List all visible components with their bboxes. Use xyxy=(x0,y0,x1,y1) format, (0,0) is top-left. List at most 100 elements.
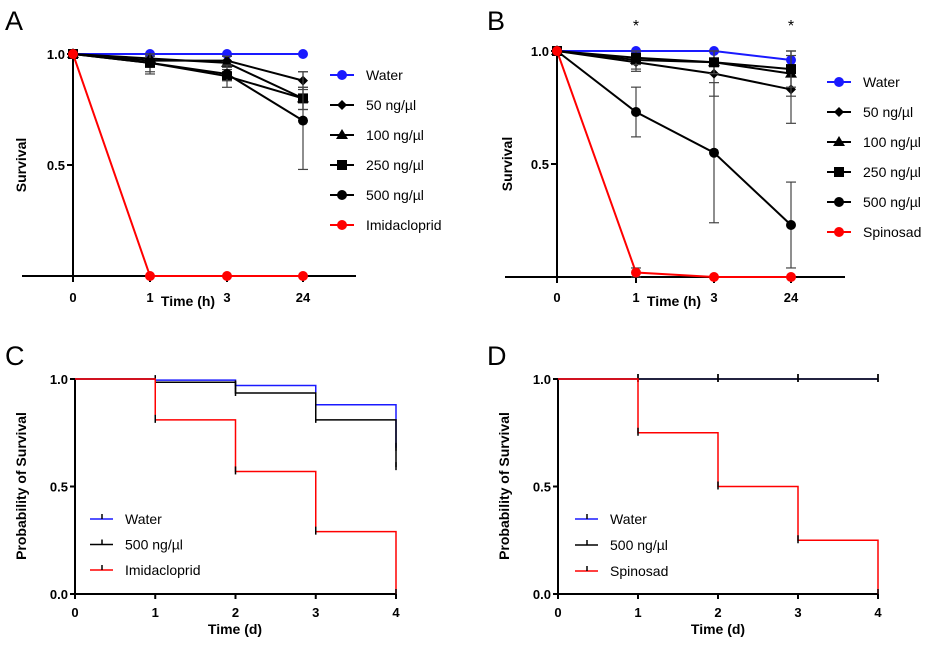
legend-label: Water xyxy=(863,74,900,90)
legend-label: 500 ng/µl xyxy=(366,187,424,203)
x-tick-label: 24 xyxy=(784,290,799,305)
y-tick-label: 1.0 xyxy=(47,47,65,62)
legend-label: 250 ng/µl xyxy=(366,157,424,173)
legend-marker xyxy=(337,190,347,200)
data-point xyxy=(786,272,796,282)
legend-label: 500 ng/µl xyxy=(610,537,668,553)
legend-label: 500 ng/µl xyxy=(125,537,183,553)
data-point xyxy=(709,57,719,68)
x-tick-label: 3 xyxy=(794,605,801,620)
x-tick-label: 4 xyxy=(874,605,882,620)
series-line xyxy=(556,50,792,226)
series-imidacloprid xyxy=(75,378,397,597)
legend-marker xyxy=(336,129,348,139)
legend-marker xyxy=(337,100,347,110)
series-spinosad xyxy=(558,378,879,597)
legend-label: 100 ng/µl xyxy=(863,134,921,150)
series-line xyxy=(72,53,304,122)
x-tick-label: 2 xyxy=(232,605,239,620)
panel-label: C xyxy=(5,341,25,371)
panel-label: B xyxy=(487,6,505,36)
x-tick-label: 2 xyxy=(714,605,721,620)
data-point xyxy=(222,68,232,79)
legend-label: 50 ng/µl xyxy=(366,97,416,113)
x-tick-label: 3 xyxy=(223,290,230,305)
x-tick-label: 1 xyxy=(146,290,153,305)
series-line xyxy=(72,53,303,277)
legend-label: Water xyxy=(366,67,403,83)
x-tick-label: 24 xyxy=(296,290,311,305)
x-axis-title: Time (d) xyxy=(691,621,745,637)
x-tick-label: 1 xyxy=(152,605,159,620)
y-tick-label: 1.0 xyxy=(50,372,68,387)
data-point xyxy=(631,107,641,118)
x-tick-label: 1 xyxy=(632,290,639,305)
y-tick-label: 1.0 xyxy=(533,372,551,387)
legend-marker xyxy=(834,77,844,87)
x-tick-label: 3 xyxy=(710,290,717,305)
legend-label: Spinosad xyxy=(610,563,668,579)
series-line xyxy=(72,53,304,100)
data-point xyxy=(709,147,719,158)
x-axis-title: Time (h) xyxy=(161,293,215,309)
series-line xyxy=(556,50,792,75)
y-tick-label: 0.5 xyxy=(533,480,551,495)
data-point xyxy=(709,272,719,282)
series-250-ng-l xyxy=(552,46,796,88)
y-tick-label: 0.0 xyxy=(50,587,68,602)
series-imidacloprid xyxy=(68,49,308,281)
x-tick-label: 0 xyxy=(69,290,76,305)
y-tick-label: 0.5 xyxy=(47,158,65,173)
y-tick-label: 0.5 xyxy=(50,480,68,495)
series-line xyxy=(556,50,792,91)
data-point xyxy=(68,49,78,59)
data-point xyxy=(552,46,562,56)
legend-label: Water xyxy=(610,511,647,527)
legend-label: 100 ng/µl xyxy=(366,127,424,143)
significance-asterisk: * xyxy=(633,18,639,35)
y-tick-label: 0.5 xyxy=(531,157,549,172)
y-axis-title: Survival xyxy=(13,138,29,192)
legend-label: Water xyxy=(125,511,162,527)
survival-step-line xyxy=(75,378,397,594)
data-point xyxy=(631,52,641,63)
series-50-ng-l xyxy=(552,46,796,124)
x-tick-label: 4 xyxy=(392,605,400,620)
series-spinosad xyxy=(552,46,796,282)
y-axis-title: Probability of Survival xyxy=(13,412,29,560)
x-axis-title: Time (h) xyxy=(647,293,701,309)
panel-d: D 1.0 0.5 0.00 1 2 3 4 Water 500 ng/µl Spinosad Tim… xyxy=(487,341,882,637)
data-point xyxy=(298,49,308,59)
legend-marker xyxy=(337,160,347,170)
series-500-ng-l xyxy=(552,46,796,269)
x-tick-label: 3 xyxy=(312,605,319,620)
legend-marker xyxy=(834,197,844,207)
data-point xyxy=(298,115,308,126)
y-axis-title: Survival xyxy=(499,137,515,191)
legend-label: 500 ng/µl xyxy=(863,194,921,210)
y-tick-label: 1.0 xyxy=(531,44,549,59)
legend-label: 250 ng/µl xyxy=(863,164,921,180)
data-point xyxy=(145,271,155,281)
data-point xyxy=(786,64,796,75)
x-tick-label: 0 xyxy=(553,290,560,305)
data-point xyxy=(298,271,308,281)
x-tick-label: 0 xyxy=(71,605,78,620)
series-line xyxy=(556,50,792,71)
data-point xyxy=(222,271,232,281)
panel-label: D xyxy=(487,341,507,371)
series-500-ng-l xyxy=(68,49,308,171)
y-tick-label: 0.0 xyxy=(533,587,551,602)
x-tick-label: 0 xyxy=(554,605,561,620)
x-axis-title: Time (d) xyxy=(208,621,262,637)
significance-asterisk: * xyxy=(788,18,794,35)
series-500-ng-l xyxy=(558,374,879,382)
data-point xyxy=(631,267,641,278)
legend-label: 50 ng/µl xyxy=(863,104,913,120)
panel-a: A 1.0 0.5 0 1 3 24 Water 50 ng/µl 100 ng/µl 250 ng… xyxy=(5,6,441,309)
y-axis-title: Probability of Survival xyxy=(496,412,512,560)
legend-label: Imidacloprid xyxy=(366,217,441,233)
legend-marker xyxy=(834,227,844,237)
legend-marker xyxy=(337,220,347,230)
